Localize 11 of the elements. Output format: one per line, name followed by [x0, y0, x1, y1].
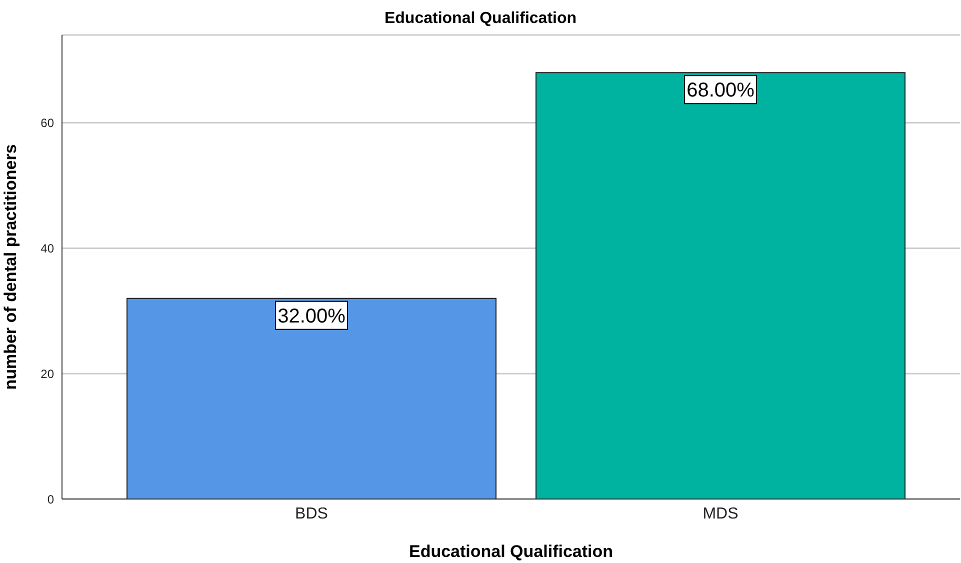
chart-title: Educational Qualification: [383, 10, 578, 28]
y-tick-label: 40: [40, 241, 54, 256]
x-axis-title: Educational Qualification: [408, 542, 614, 561]
data-label: 32.00%: [278, 305, 346, 328]
x-tick-label: MDS: [702, 505, 738, 522]
y-tick-label: 0: [47, 492, 54, 506]
data-label: 68.00%: [686, 80, 755, 102]
y-axis-title: number of dental practitioners: [1, 144, 20, 390]
y-tick-label: 60: [40, 116, 54, 130]
x-tick-label: BDS: [295, 505, 328, 522]
y-tick-label: 20: [40, 366, 54, 381]
